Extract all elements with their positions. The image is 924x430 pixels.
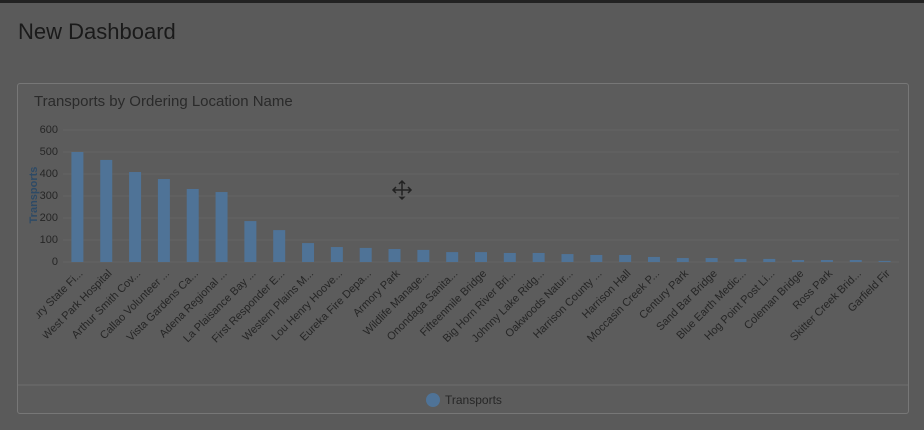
bar	[388, 249, 401, 262]
bar	[330, 247, 343, 262]
bar	[503, 252, 516, 262]
bar	[446, 252, 459, 262]
legend-label: Transports	[445, 393, 502, 407]
bar	[532, 252, 545, 262]
bar	[475, 252, 487, 262]
bar	[820, 260, 833, 262]
y-tick-label: 500	[40, 146, 58, 158]
y-tick-label: 300	[40, 190, 58, 202]
bar	[763, 258, 776, 262]
bar	[705, 258, 718, 262]
bar	[100, 159, 113, 262]
bar	[561, 254, 574, 262]
bar	[647, 256, 660, 262]
move-cursor	[391, 179, 413, 201]
chart-title: Transports by Ordering Location Name	[34, 93, 293, 110]
bar	[878, 260, 891, 262]
bar	[215, 192, 228, 262]
bar	[590, 254, 603, 262]
y-tick-label: 600	[40, 124, 58, 136]
bar	[417, 249, 430, 262]
bar	[157, 179, 170, 262]
bar	[676, 258, 689, 262]
bar	[734, 258, 747, 262]
top-bar	[0, 0, 924, 3]
y-tick-label: 0	[52, 256, 58, 268]
bar	[359, 247, 372, 262]
bar	[273, 230, 286, 262]
bar	[302, 243, 315, 262]
y-axis-title: Transports	[28, 167, 40, 224]
bar	[244, 221, 257, 262]
legend-marker	[426, 393, 440, 407]
dashboard-title: New Dashboard	[18, 19, 176, 44]
bar	[619, 254, 632, 262]
y-tick-label: 100	[40, 234, 58, 246]
bar	[849, 260, 862, 262]
bar	[186, 188, 199, 262]
y-tick-label: 400	[40, 168, 58, 180]
bar	[792, 260, 805, 262]
bar	[71, 152, 84, 262]
y-tick-label: 200	[40, 212, 58, 224]
bar	[129, 172, 142, 262]
